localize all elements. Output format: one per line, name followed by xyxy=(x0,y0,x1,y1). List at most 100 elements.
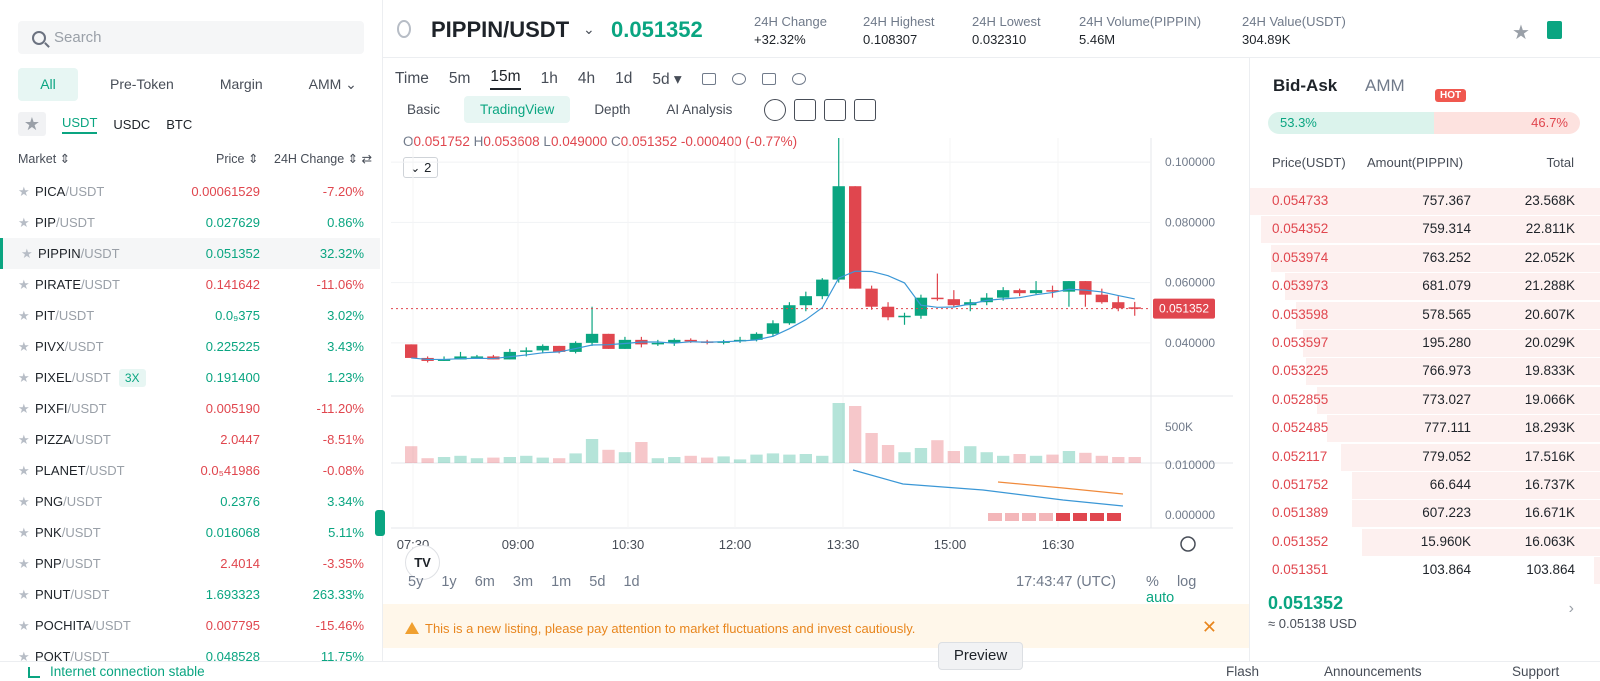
announcements-link[interactable]: Announcements xyxy=(1324,664,1422,679)
ask-row[interactable]: 0.051389 607.223 16.671K xyxy=(1250,499,1600,528)
interval-5m[interactable]: 5m xyxy=(448,70,471,87)
pair-name[interactable]: PIPPIN/USDT xyxy=(431,17,570,42)
chevron-right-icon[interactable]: › xyxy=(1568,600,1574,617)
star-icon[interactable]: ★ xyxy=(21,246,33,261)
market-row[interactable]: ★ PIZZA/USDT 2.0447 -8.51% xyxy=(0,424,380,455)
ask-row[interactable]: 0.053597 195.280 20.029K xyxy=(1250,329,1600,357)
market-row[interactable]: ★ PIT/USDT 0.0₉375 3.02% xyxy=(0,300,380,331)
flash-link[interactable]: Flash xyxy=(1226,664,1260,679)
market-row[interactable]: ★ PIXEL/USDT 3X 0.191400 1.23% xyxy=(0,362,380,393)
star-icon[interactable]: ★ xyxy=(18,184,30,199)
add-indicator-icon[interactable] xyxy=(791,73,806,85)
ask-row[interactable]: 0.052855 773.027 19.066K xyxy=(1250,386,1600,414)
quote-tab-btc[interactable]: BTC xyxy=(166,116,193,132)
market-row[interactable]: ★ PIRATE/USDT 0.141642 -11.06% xyxy=(0,269,380,300)
sort-change[interactable]: 24H Change ⇕ ⇄ xyxy=(274,152,373,166)
favorites-star-icon[interactable]: ★ xyxy=(18,112,46,136)
market-row[interactable]: ★ PLANET/USDT 0.0₅41986 -0.08% xyxy=(0,455,380,486)
market-row[interactable]: ★ PIPPIN/USDT 0.051352 32.32% xyxy=(0,238,380,269)
ask-row[interactable]: 0.051351 103.864 103.864 xyxy=(1250,556,1600,585)
market-row[interactable]: ★ PIVX/USDT 0.225225 3.43% xyxy=(0,331,380,362)
compare-icon[interactable] xyxy=(761,73,776,85)
settings-icon[interactable] xyxy=(731,73,746,85)
market-row[interactable]: ★ POCHITA/USDT 0.007795 -15.46% xyxy=(0,610,380,641)
interval-time[interactable]: Time xyxy=(395,70,429,87)
trading-guide-icon[interactable] xyxy=(1547,21,1562,39)
pair-dropdown-chevron-icon[interactable]: ⌄ xyxy=(583,21,595,37)
ask-row[interactable]: 0.052117 779.052 17.516K xyxy=(1250,443,1600,471)
indicator-toggle[interactable]: ⌄ 2 xyxy=(403,157,438,178)
layout-icon[interactable] xyxy=(824,98,847,121)
market-row[interactable]: ★ PNK/USDT 0.016068 5.11% xyxy=(0,517,380,548)
search-input[interactable]: Search xyxy=(18,21,364,54)
view-basic[interactable]: Basic xyxy=(407,102,441,117)
star-icon[interactable]: ★ xyxy=(18,463,30,478)
market-row[interactable]: ★ PNG/USDT 0.2376 3.34% xyxy=(0,486,380,517)
quote-tab-usdc[interactable]: USDC xyxy=(113,116,151,132)
favorite-star-icon[interactable]: ★ xyxy=(1512,22,1530,44)
interval-1h[interactable]: 1h xyxy=(540,70,558,87)
star-icon[interactable]: ★ xyxy=(18,525,30,540)
interval-5d[interactable]: 5d ▾ xyxy=(652,70,682,88)
preview-tooltip[interactable]: Preview xyxy=(938,642,1023,670)
range-1d[interactable]: 1d xyxy=(623,574,640,590)
star-icon[interactable]: ★ xyxy=(18,494,30,509)
range-1y[interactable]: 1y xyxy=(441,574,457,590)
chart-type-icon[interactable] xyxy=(701,73,716,85)
interval-15m[interactable]: 15m xyxy=(490,68,521,90)
quote-tab-usdt[interactable]: USDT xyxy=(62,115,98,134)
star-icon[interactable]: ★ xyxy=(18,556,30,571)
range-5y[interactable]: 5y xyxy=(408,574,424,590)
star-icon[interactable]: ★ xyxy=(18,649,30,661)
range-5d[interactable]: 5d xyxy=(589,574,606,590)
close-icon[interactable]: ✕ xyxy=(1201,617,1217,637)
market-row[interactable]: ★ PNUT/USDT 1.693323 263.33% xyxy=(0,579,380,610)
star-icon[interactable]: ★ xyxy=(18,215,30,230)
filter-tab-amm[interactable]: AMM ⌄ xyxy=(308,76,357,92)
star-icon[interactable]: ★ xyxy=(18,339,30,354)
star-icon[interactable]: ★ xyxy=(18,587,30,602)
star-icon[interactable]: ★ xyxy=(18,618,30,633)
market-row[interactable]: ★ PNP/USDT 2.4014 -3.35% xyxy=(0,548,380,579)
range-1m[interactable]: 1m xyxy=(551,574,572,590)
filter-tab-all[interactable]: All xyxy=(18,68,78,101)
star-icon[interactable]: ★ xyxy=(18,401,30,416)
ask-row[interactable]: 0.053974 763.252 22.052K xyxy=(1250,244,1600,272)
tab-bid-ask[interactable]: Bid-Ask xyxy=(1273,76,1338,95)
ask-row[interactable]: 0.051352 15.960K 16.063K xyxy=(1250,528,1600,556)
view-depth[interactable]: Depth xyxy=(594,102,631,117)
range-3m[interactable]: 3m xyxy=(512,574,534,590)
ask-row[interactable]: 0.053598 578.565 20.607K xyxy=(1250,301,1600,329)
star-icon[interactable]: ★ xyxy=(18,308,30,323)
filter-tab-pre-token[interactable]: Pre-Token xyxy=(110,76,174,92)
star-icon[interactable]: ★ xyxy=(18,370,30,385)
market-row[interactable]: ★ PIXFI/USDT 0.005190 -11.20% xyxy=(0,393,380,424)
ask-row[interactable]: 0.054352 759.314 22.811K xyxy=(1250,215,1600,244)
ask-row[interactable]: 0.051752 66.644 16.737K xyxy=(1250,471,1600,499)
market-row[interactable]: ★ PIP/USDT 0.027629 0.86% xyxy=(0,207,380,238)
fullscreen-icon[interactable] xyxy=(794,98,817,121)
interval-1d[interactable]: 1d xyxy=(615,70,633,87)
sort-market[interactable]: Market ⇕ xyxy=(18,152,71,166)
ask-row[interactable]: 0.052485 777.111 18.293K xyxy=(1250,414,1600,443)
view-tradingview[interactable]: TradingView xyxy=(464,96,571,123)
market-row[interactable]: ★ POKT/USDT 0.048528 11.75% xyxy=(0,641,380,661)
ask-row[interactable]: 0.053973 681.079 21.288K xyxy=(1250,272,1600,301)
ask-row[interactable]: 0.053225 766.973 19.833K xyxy=(1250,357,1600,386)
range-6m[interactable]: 6m xyxy=(474,574,495,590)
tab-amm[interactable]: AMM xyxy=(1365,76,1405,95)
log-scale-toggle[interactable]: log xyxy=(1176,574,1197,590)
filter-tab-margin[interactable]: Margin xyxy=(219,76,263,92)
star-icon[interactable]: ★ xyxy=(18,432,30,447)
share-icon[interactable] xyxy=(854,98,877,121)
power-icon[interactable] xyxy=(764,98,787,121)
star-icon[interactable]: ★ xyxy=(18,277,30,292)
support-link[interactable]: Support xyxy=(1512,664,1560,679)
auto-scale-toggle[interactable]: auto xyxy=(1146,590,1175,606)
market-row[interactable]: ★ PICA/USDT 0.00061529 -7.20% xyxy=(0,176,380,207)
view-ai-analysis[interactable]: AI Analysis xyxy=(666,102,733,117)
ask-row[interactable]: 0.054733 757.367 23.568K xyxy=(1250,187,1600,215)
interval-4h[interactable]: 4h xyxy=(577,70,596,87)
sort-price[interactable]: Price ⇕ xyxy=(216,152,259,166)
